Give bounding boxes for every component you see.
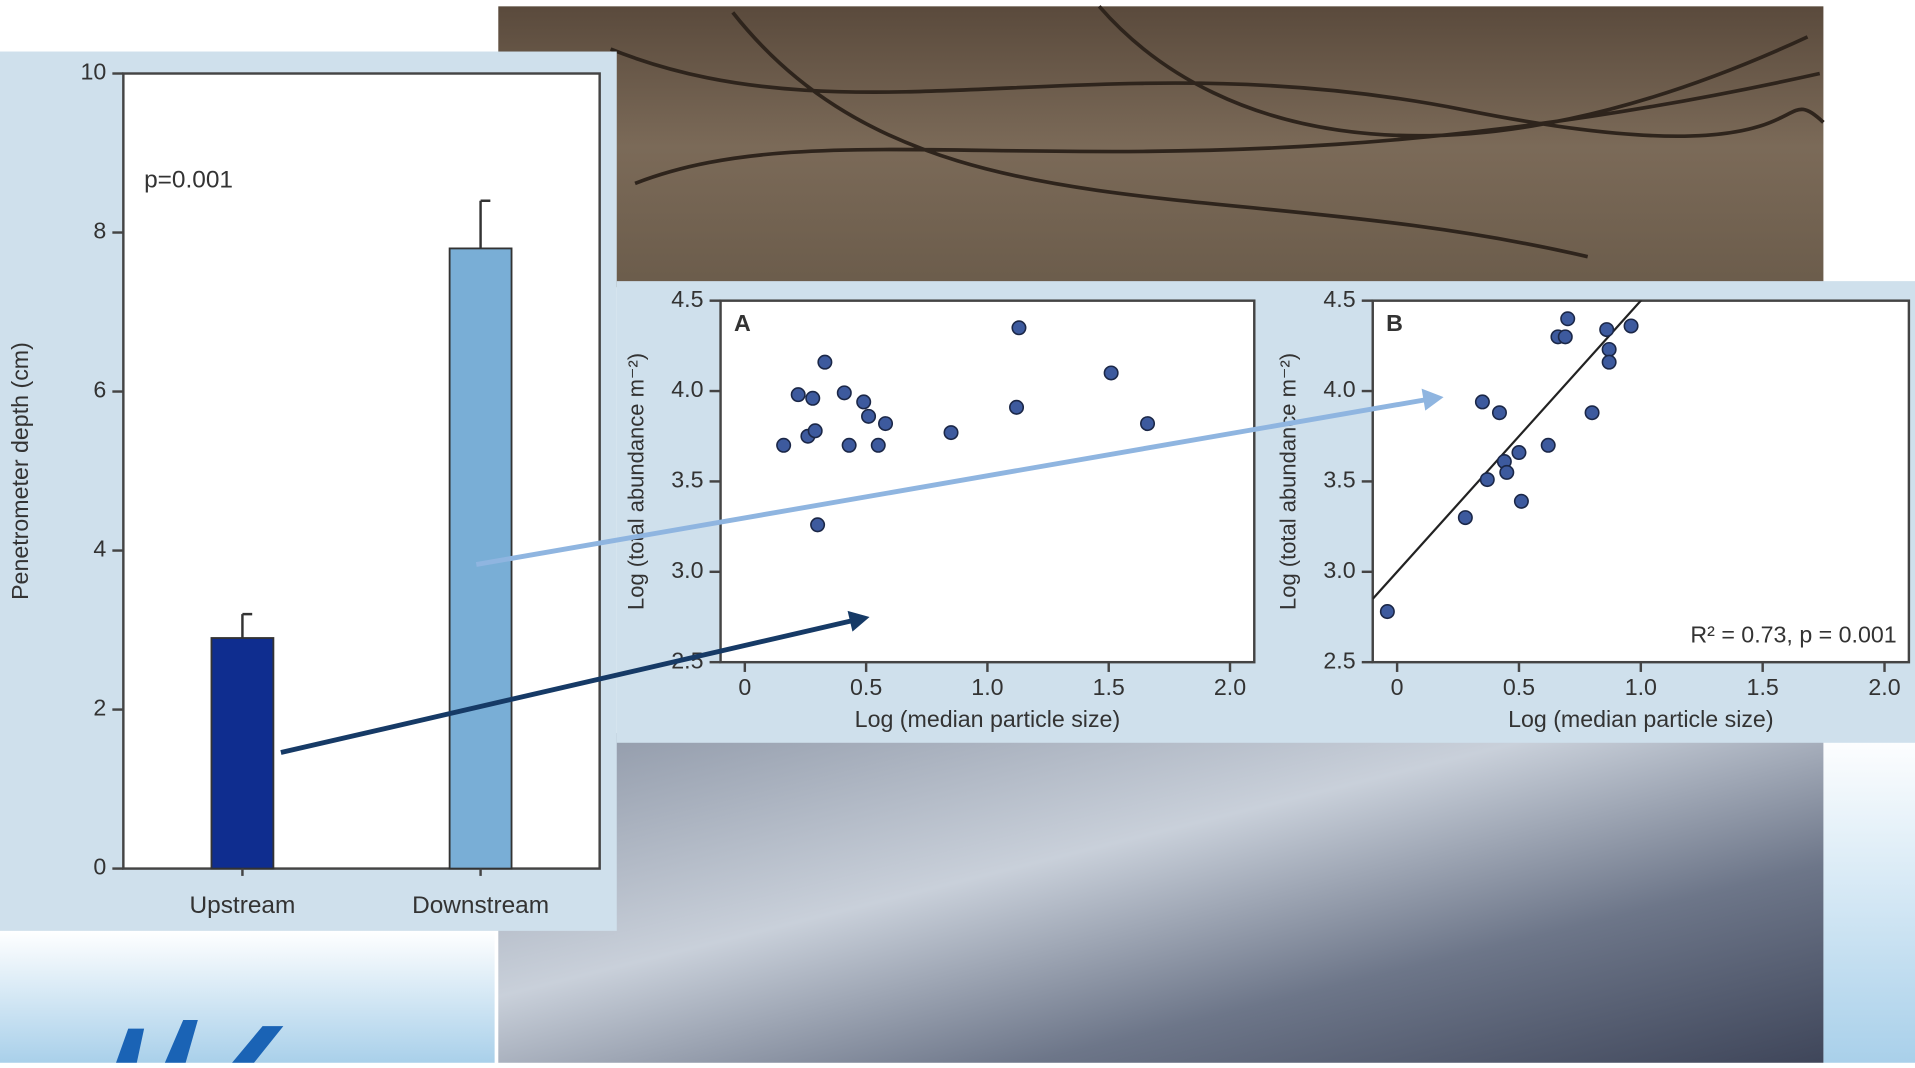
- point: [1476, 395, 1489, 408]
- x-tick-label: 1.5: [1747, 674, 1779, 700]
- y-tick-label: 6: [93, 377, 106, 403]
- x-tick-label: 1.0: [971, 674, 1003, 700]
- point: [1010, 401, 1023, 414]
- x-tick-label: 0.5: [850, 674, 882, 700]
- y-tick-label: 4.0: [671, 376, 703, 402]
- x-tick-label: Downstream: [412, 892, 549, 919]
- x-tick-label: 0.5: [1503, 674, 1535, 700]
- point: [1561, 312, 1574, 325]
- y-tick-label: 0: [93, 854, 106, 880]
- point: [806, 392, 819, 405]
- page: {"chart_data":[ {"type":"bar","ylabel":"…: [0, 0, 1915, 1063]
- point: [1602, 355, 1615, 368]
- backdrop-sky: [0, 931, 495, 1063]
- point: [1512, 446, 1525, 459]
- point: [1381, 605, 1394, 618]
- x-tick-label: 2.0: [1868, 674, 1900, 700]
- point: [808, 424, 821, 437]
- y-axis-label: Log (total abundance m⁻²): [623, 353, 648, 610]
- point: [944, 426, 957, 439]
- annotation: p=0.001: [144, 166, 233, 193]
- point: [1559, 330, 1572, 343]
- y-tick-label: 10: [80, 59, 106, 85]
- x-axis-label: Log (median particle size): [1508, 706, 1774, 732]
- panel-label: A: [734, 310, 751, 336]
- point: [1600, 323, 1613, 336]
- y-axis-label: Log (total abundance m⁻²): [1276, 353, 1301, 610]
- point: [1141, 417, 1154, 430]
- x-tick-label: 1.5: [1093, 674, 1125, 700]
- y-tick-label: 4.5: [1323, 286, 1355, 312]
- y-tick-label: 2: [93, 695, 106, 721]
- y-tick-label: 2.5: [1323, 647, 1355, 673]
- backdrop-sky: [1823, 733, 1915, 1063]
- x-tick-label: 0: [738, 674, 751, 700]
- bar: [211, 638, 273, 869]
- plot-area: [721, 301, 1255, 663]
- point: [857, 395, 870, 408]
- x-tick-label: Upstream: [190, 892, 296, 919]
- point: [1624, 319, 1637, 332]
- point: [872, 439, 885, 452]
- y-tick-label: 3.0: [1323, 557, 1355, 583]
- point: [1515, 495, 1528, 508]
- point: [777, 439, 790, 452]
- y-tick-label: 3.0: [671, 557, 703, 583]
- y-tick-label: 3.5: [1323, 467, 1355, 493]
- x-tick-label: 1.0: [1625, 674, 1657, 700]
- photo-water: [498, 733, 1823, 1063]
- point: [1012, 321, 1025, 334]
- x-tick-label: 2.0: [1214, 674, 1246, 700]
- point: [1493, 406, 1506, 419]
- point: [1500, 466, 1513, 479]
- scene: 0 2 4 6 8 10 Upstream Downstream Penetrometer de…: [0, 0, 1915, 1063]
- y-axis-label: Penetrometer depth (cm): [7, 342, 33, 600]
- point: [862, 410, 875, 423]
- point: [838, 386, 851, 399]
- y-tick-label: 4: [93, 536, 106, 562]
- point: [842, 439, 855, 452]
- y-tick-label: 4.5: [671, 286, 703, 312]
- annotation: R² = 0.73, p = 0.001: [1690, 622, 1896, 648]
- point: [1104, 366, 1117, 379]
- point: [1602, 343, 1615, 356]
- point: [811, 518, 824, 531]
- y-tick-label: 8: [93, 218, 106, 244]
- point: [791, 388, 804, 401]
- point: [1585, 406, 1598, 419]
- point: [1459, 511, 1472, 524]
- point: [1541, 439, 1554, 452]
- x-axis-label: Log (median particle size): [855, 706, 1121, 732]
- point: [1481, 473, 1494, 486]
- plot-area: [1373, 301, 1909, 663]
- y-tick-label: 3.5: [671, 467, 703, 493]
- x-tick-label: 0: [1391, 674, 1404, 700]
- y-tick-label: 4.0: [1323, 376, 1355, 402]
- panel-label: B: [1386, 310, 1403, 336]
- point: [879, 417, 892, 430]
- photo-trees: [498, 6, 1823, 287]
- point: [818, 355, 831, 368]
